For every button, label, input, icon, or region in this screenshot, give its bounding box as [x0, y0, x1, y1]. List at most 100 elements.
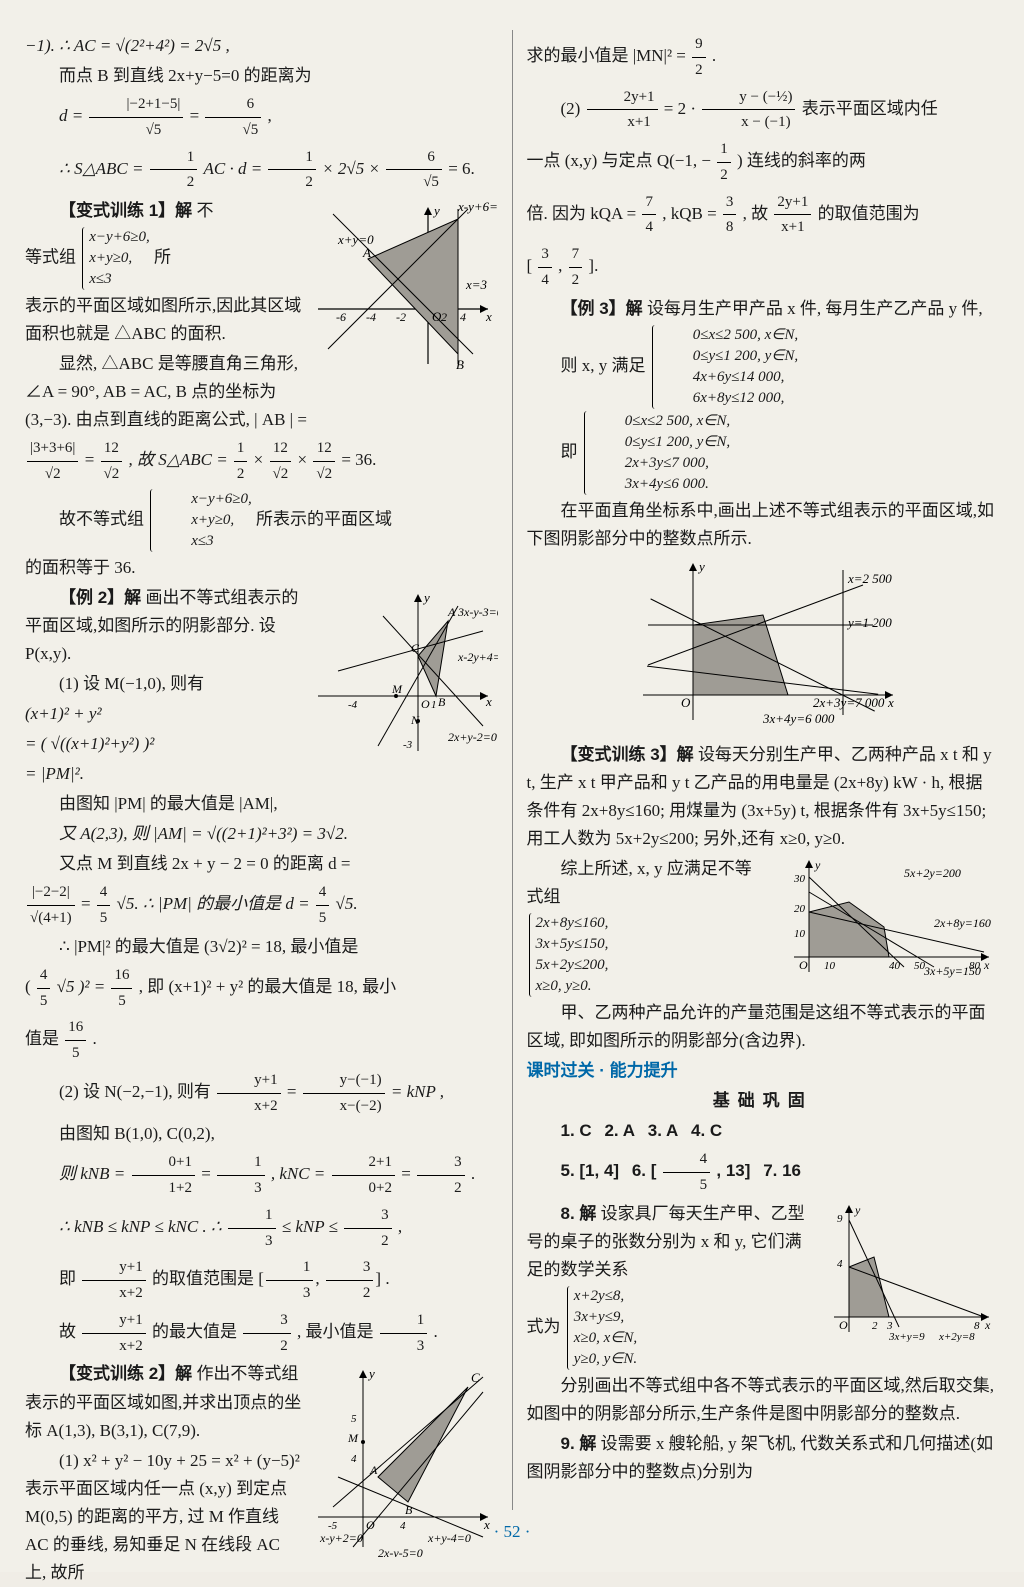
variation3-heading: 【变式训练 3】解 设每天分别生产甲、乙两种产品 x t 和 y t, 生产 x… [527, 741, 1000, 853]
line: 值是 165 . [25, 1015, 498, 1066]
svg-text:10: 10 [824, 960, 836, 972]
svg-text:x: x [483, 1517, 490, 1532]
line: 由图知 |PM| 的最大值是 |AM|, [25, 790, 498, 818]
formula: |−2−2|√(4+1) = 45 √5. ∴ |PM| 的最小值是 d = 4… [25, 880, 498, 931]
line: 又点 M 到直线 2x + y − 2 = 0 的距离 d = [25, 850, 498, 878]
svg-text:C: C [471, 1370, 480, 1385]
formula-s: ∴ S△ABC = 12 AC · d = 12 × 2√5 × 6√5 = 6… [25, 145, 498, 196]
line: −1). ∴ AC = √(2²+4²) = 2√5 , [25, 32, 498, 60]
svg-text:2x+3y=7 000: 2x+3y=7 000 [813, 695, 885, 710]
answers-row1: 1. C 2. A 3. A 4. C [527, 1117, 1000, 1145]
svg-text:B: B [456, 357, 464, 369]
svg-text:80: 80 [969, 960, 981, 972]
svg-text:4: 4 [460, 310, 466, 324]
svg-text:B: B [438, 695, 446, 709]
svg-text:O: O [366, 1518, 375, 1532]
svg-text:y: y [814, 858, 821, 872]
svg-text:-4: -4 [366, 310, 376, 324]
two-column-layout: −1). ∴ AC = √(2²+4²) = 2√5 , 而点 B 到直线 2x… [25, 30, 999, 1510]
svg-text:9: 9 [837, 1213, 843, 1225]
example3-heading: 【例 3】解 设每月生产甲产品 x 件, 每月生产乙产品 y 件, [527, 295, 1000, 323]
svg-text:x-2y+4=0: x-2y+4=0 [457, 650, 498, 664]
line: 即 y+1x+2 的取值范围是 [13, 32] . [25, 1255, 498, 1306]
svg-text:4: 4 [351, 1453, 357, 1465]
svg-text:y=1 200: y=1 200 [846, 615, 892, 630]
line: 即 0≤x≤2 500, x∈N, 0≤y≤1 200, y∈N, 2x+3y≤… [527, 411, 1000, 495]
q9-heading: 9. 解 设需要 x 艘轮船, y 架飞机, 代数关系式和几何描述(如图阴影部分… [527, 1430, 1000, 1486]
line: (2) 2y+1x+1 = 2 · y − (−½)x − (−1) 表示平面区… [527, 85, 1000, 136]
svg-text:y: y [422, 590, 430, 605]
line: [ 34 , 72 ]. [527, 242, 1000, 293]
svg-text:O: O [839, 1318, 848, 1332]
svg-text:40: 40 [889, 960, 901, 972]
svg-text:20: 20 [794, 903, 806, 915]
svg-text:1: 1 [431, 699, 437, 711]
figure-6: 9 4 2 3 8 O x y 3x+y=9 x+2y=8 [819, 1202, 999, 1351]
answers-row2: 5. [1, 4] 6. [ 45 , 13] 7. 16 [527, 1147, 1000, 1198]
line: 倍. 因为 kQA = 74 , kQB = 38 , 故 2y+1x+1 的取… [527, 190, 1000, 241]
right-column: 求的最小值是 |MN|² = 92 . (2) 2y+1x+1 = 2 · y … [512, 30, 1000, 1510]
svg-text:2: 2 [441, 310, 447, 324]
svg-text:x=2 500: x=2 500 [847, 571, 892, 586]
line: 故不等式组 x−y+6≥0, x+y≥0, x≤3 所表示的平面区域 [25, 489, 498, 552]
svg-text:O: O [799, 958, 808, 972]
line: 而点 B 到直线 2x+y−5=0 的距离为 [25, 62, 498, 90]
svg-text:M: M [347, 1431, 359, 1445]
line: ∴ |PM|² 的最大值是 (3√2)² = 18, 最小值是 [25, 933, 498, 961]
line: 由图知 B(1,0), C(0,2), [25, 1120, 498, 1148]
figure-2: 3x-y-3=0 x-2y+4=0 2x+y-2=0 A B C M N O 1… [308, 586, 498, 765]
section-subheading: 基础巩固 [527, 1087, 1000, 1115]
line: 求的最小值是 |MN|² = 92 . [527, 32, 1000, 83]
line: 故 y+1x+2 的最大值是 32 , 最小值是 13 . [25, 1308, 498, 1359]
svg-text:B: B [405, 1503, 413, 1517]
svg-text:3x+4y=6 000: 3x+4y=6 000 [762, 711, 835, 726]
svg-text:-3: -3 [403, 739, 413, 751]
svg-text:x=3: x=3 [465, 277, 488, 292]
svg-text:y: y [854, 1203, 861, 1217]
svg-text:M: M [391, 682, 403, 696]
svg-text:2x+8y=160: 2x+8y=160 [934, 916, 991, 930]
svg-text:x: x [887, 695, 894, 710]
svg-text:x: x [983, 958, 990, 972]
formula: 则 kNB = 0+11+2 = 13 , kNC = 2+10+2 = 32 … [25, 1150, 498, 1201]
svg-text:x+y-4=0: x+y-4=0 [427, 1531, 471, 1545]
svg-text:y: y [432, 203, 440, 218]
svg-text:-4: -4 [348, 699, 358, 711]
svg-text:-6: -6 [336, 310, 346, 324]
svg-text:x: x [984, 1318, 991, 1332]
section-heading: 课时过关 · 能力提升 [527, 1057, 1000, 1085]
svg-text:O: O [681, 695, 691, 710]
svg-text:x-y+2=0: x-y+2=0 [319, 1531, 363, 1545]
figure-1: x-y+6=0 x+y=0 x=3 A B O x y -6 -4 -2 2 4 [308, 199, 498, 378]
figure-5: 5x+2y=200 2x+8y=160 3x+5y=150 30 20 10 1… [774, 857, 999, 991]
svg-text:x: x [485, 694, 492, 709]
line: (2) 设 N(−2,−1), 则有 y+1x+2 = y−(−1)x−(−2)… [25, 1068, 498, 1119]
figure-3: C A B M 5 4 4 -5 O x y x-y+2=0 x+y-4=0 2… [308, 1362, 498, 1566]
svg-text:5x+2y=200: 5x+2y=200 [904, 866, 961, 880]
svg-text:y: y [697, 559, 705, 574]
svg-text:O: O [421, 697, 430, 711]
svg-text:8: 8 [974, 1320, 980, 1332]
formula: ( 45 √5 )² = 165 , 即 (x+1)² + y² 的最大值是 1… [25, 963, 498, 1014]
svg-text:10: 10 [794, 928, 806, 940]
line: ∴ kNB ≤ kNP ≤ kNC . ∴ 13 ≤ kNP ≤ 32 , [25, 1203, 498, 1254]
svg-text:2x+y-2=0: 2x+y-2=0 [448, 730, 497, 744]
formula-d: d = |−2+1−5|√5 = 6√5 , [25, 92, 498, 143]
svg-text:2: 2 [872, 1320, 878, 1332]
line: 在平面直角坐标系中,画出上述不等式组表示的平面区域,如下图阴影部分中的整数点所示… [527, 497, 1000, 553]
figure-4: x=2 500 y=1 200 2x+3y=7 000 3x+4y=6 000 … [527, 555, 1000, 739]
line: 一点 (x,y) 与定点 Q(−1, − 12 ) 连线的斜率的两 [527, 137, 1000, 188]
svg-text:C: C [411, 641, 420, 655]
svg-text:x: x [485, 309, 492, 324]
svg-text:4: 4 [837, 1258, 843, 1270]
line: 的面积等于 36. [25, 554, 498, 582]
svg-text:3x-y-3=0: 3x-y-3=0 [457, 605, 498, 619]
svg-text:A: A [362, 245, 371, 260]
svg-text:A: A [369, 1463, 378, 1477]
line: 分别画出不等式组中各不等式表示的平面区域,然后取交集,如图中的阴影部分所示,生产… [527, 1372, 1000, 1428]
left-column: −1). ∴ AC = √(2²+4²) = 2√5 , 而点 B 到直线 2x… [25, 30, 512, 1510]
svg-text:2x-y-5=0: 2x-y-5=0 [378, 1546, 423, 1557]
svg-text:A: A [447, 605, 456, 619]
formula: |3+3+6|√2 = 12√2 , 故 S△ABC = 12 × 12√2 ×… [25, 436, 498, 487]
svg-text:30: 30 [793, 873, 806, 885]
